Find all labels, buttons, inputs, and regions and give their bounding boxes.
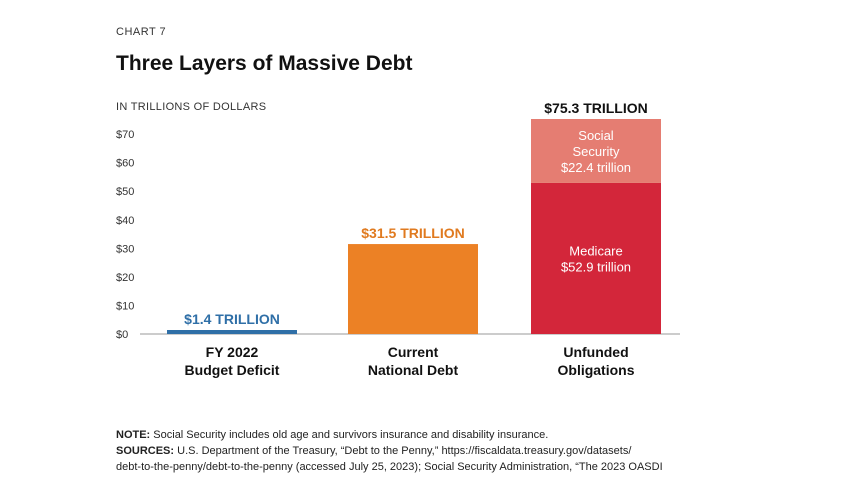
y-tick-label: $70 (116, 129, 134, 141)
segment-label: Social (578, 128, 614, 143)
notes: NOTE: Social Security includes old age a… (116, 427, 836, 475)
bar-segment (167, 330, 297, 334)
unit-label: IN TRILLIONS OF DOLLARS (116, 101, 267, 113)
category-label: Obligations (558, 362, 635, 378)
bar-segment (348, 244, 478, 334)
chart-title: Three Layers of Massive Debt (116, 52, 413, 75)
y-tick-label: $0 (116, 329, 128, 341)
segment-label: Medicare (569, 243, 622, 258)
category-label: FY 2022 (206, 344, 259, 360)
note-text: Social Security includes old age and sur… (150, 429, 549, 441)
bar-total-label: $31.5 TRILLION (361, 225, 464, 241)
y-tick-label: $20 (116, 272, 134, 284)
y-tick-label: $10 (116, 300, 134, 312)
sources-label: SOURCES: (116, 445, 175, 457)
bar-segment (531, 182, 661, 334)
segment-label: $52.9 trillion (561, 259, 631, 274)
segment-label: Security (573, 144, 620, 159)
bar-segment (531, 119, 661, 183)
sources-line-2: debt-to-the-penny/debt-to-the-penny (acc… (116, 461, 663, 473)
segment-label: $22.4 trillion (561, 160, 631, 175)
note-label: NOTE: (116, 429, 151, 441)
note-line: NOTE: Social Security includes old age a… (116, 427, 836, 443)
bar-total-label: $75.3 TRILLION (544, 100, 647, 116)
category-label: National Debt (368, 362, 459, 378)
sources-text: U.S. Department of the Treasury, “Debt t… (174, 445, 632, 457)
chart-number: CHART 7 (116, 26, 167, 38)
y-tick-label: $50 (116, 186, 134, 198)
y-tick-label: $60 (116, 158, 134, 170)
category-label: Current (388, 344, 439, 360)
category-label: Budget Deficit (185, 362, 280, 378)
y-tick-label: $30 (116, 243, 134, 255)
category-label: Unfunded (563, 344, 628, 360)
bar-chart: $0 $10 $20 $30 $40 $50 $60 $70 $1.4 TRILLION FY 2… (116, 100, 680, 378)
bar-total-label: $1.4 TRILLION (184, 311, 280, 327)
y-tick-label: $40 (116, 215, 134, 227)
sources-line: SOURCES: U.S. Department of the Treasury… (116, 443, 836, 459)
